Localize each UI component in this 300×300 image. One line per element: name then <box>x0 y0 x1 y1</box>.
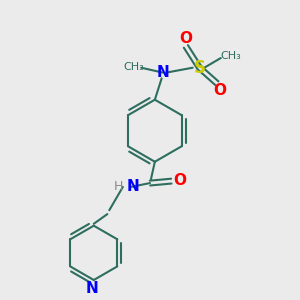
Text: N: N <box>85 281 98 296</box>
Text: CH₃: CH₃ <box>220 51 241 61</box>
Text: H: H <box>113 180 123 194</box>
Text: N: N <box>127 179 140 194</box>
Text: CH₃: CH₃ <box>123 62 144 72</box>
Text: N: N <box>156 65 169 80</box>
Text: S: S <box>194 59 206 77</box>
Text: O: O <box>213 83 226 98</box>
Text: O: O <box>173 173 187 188</box>
Text: O: O <box>179 31 192 46</box>
